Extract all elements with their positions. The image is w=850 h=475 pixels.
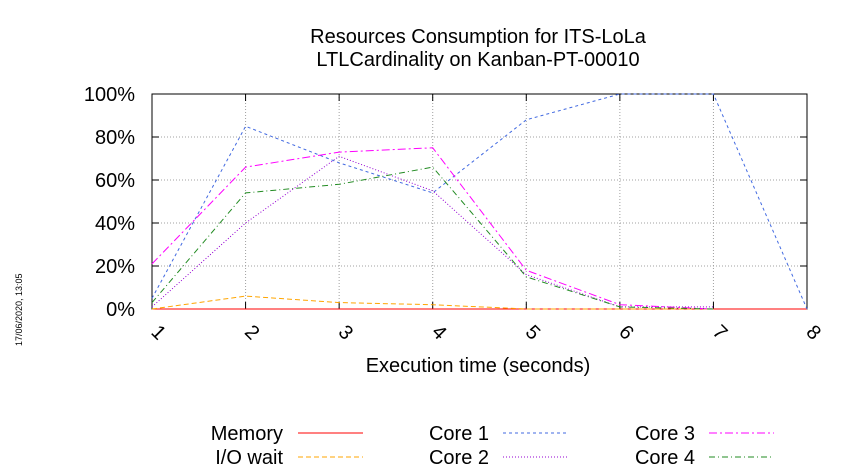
x-axis-label: Execution time (seconds) — [366, 355, 591, 377]
x-tick-label: 4 — [427, 321, 450, 344]
chart-title-line-2: LTLCardinality on Kanban-PT-00010 — [316, 49, 639, 71]
legend-label: I/O wait — [215, 447, 283, 469]
y-tick-label: 0% — [106, 299, 135, 321]
legend-label: Core 1 — [429, 423, 489, 445]
series-lines — [151, 93, 808, 310]
series-line-core-1 — [151, 93, 808, 310]
x-tick-label: 5 — [521, 321, 544, 344]
legend-label: Core 3 — [635, 423, 695, 445]
chart-title: Resources Consumption for ITS-LoLa LTLCa… — [310, 26, 647, 71]
plot-area — [151, 93, 808, 310]
grid — [151, 93, 808, 310]
timestamp: 17/06/2020, 13:05 — [14, 273, 24, 346]
x-tick-label: 8 — [802, 321, 825, 344]
y-tick-label: 40% — [95, 213, 135, 235]
y-tick-label: 20% — [95, 256, 135, 278]
y-tick-label: 60% — [95, 170, 135, 192]
legend-label: Memory — [211, 423, 283, 445]
x-tick-label: 2 — [240, 321, 263, 344]
legend-label: Core 2 — [429, 447, 489, 469]
x-tick-label: 7 — [708, 321, 731, 344]
y-tick-label: 100% — [84, 84, 135, 106]
y-tick-label: 80% — [95, 127, 135, 149]
x-tick-label: 6 — [614, 321, 637, 344]
series-line-core-3 — [151, 147, 714, 310]
x-axis: 1 2 3 4 5 6 7 8 — [147, 94, 825, 344]
x-tick-label: 1 — [147, 321, 170, 344]
series-line-i-o-wait — [151, 295, 714, 310]
legend-label: Core 4 — [635, 447, 695, 469]
chart-title-line-1: Resources Consumption for ITS-LoLa — [310, 26, 647, 48]
x-tick-label: 3 — [334, 321, 357, 344]
series-line-core-4 — [151, 166, 714, 310]
y-axis: 0% 20% 40% 60% 80% 100% — [84, 84, 807, 321]
